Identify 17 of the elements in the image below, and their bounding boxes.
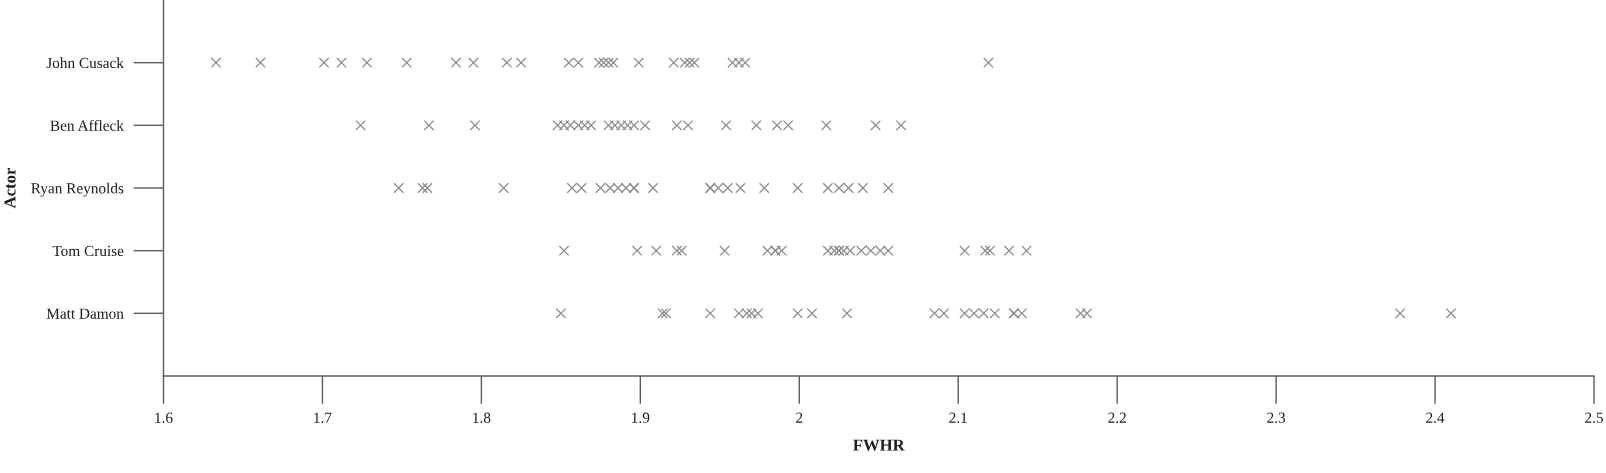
x-tick-label: 2.4 — [1426, 412, 1445, 423]
y-tick-label: Ben Affleck — [50, 119, 124, 131]
x-tick-label: 2.1 — [949, 412, 967, 423]
y-tick-label: Ryan Reynolds — [31, 182, 124, 197]
x-tick-label: 1.7 — [314, 412, 332, 423]
y-tick-label: Matt Damon — [46, 308, 124, 319]
x-tick-label: 2.5 — [1585, 412, 1603, 423]
x-tick-label: 1.9 — [632, 412, 650, 423]
y-axis-title: Actor — [4, 168, 16, 209]
x-tick-label: 2 — [796, 412, 803, 423]
x-tick-label: 1.6 — [155, 412, 173, 423]
x-axis-title: FWHR — [853, 439, 905, 451]
x-tick-label: 2.3 — [1267, 412, 1286, 423]
x-tick-label: 1.8 — [473, 412, 491, 423]
y-tick-label: John Cusack — [46, 57, 124, 69]
y-tick-label: Tom Cruise — [52, 245, 124, 257]
x-tick-label: 2.2 — [1108, 412, 1126, 423]
